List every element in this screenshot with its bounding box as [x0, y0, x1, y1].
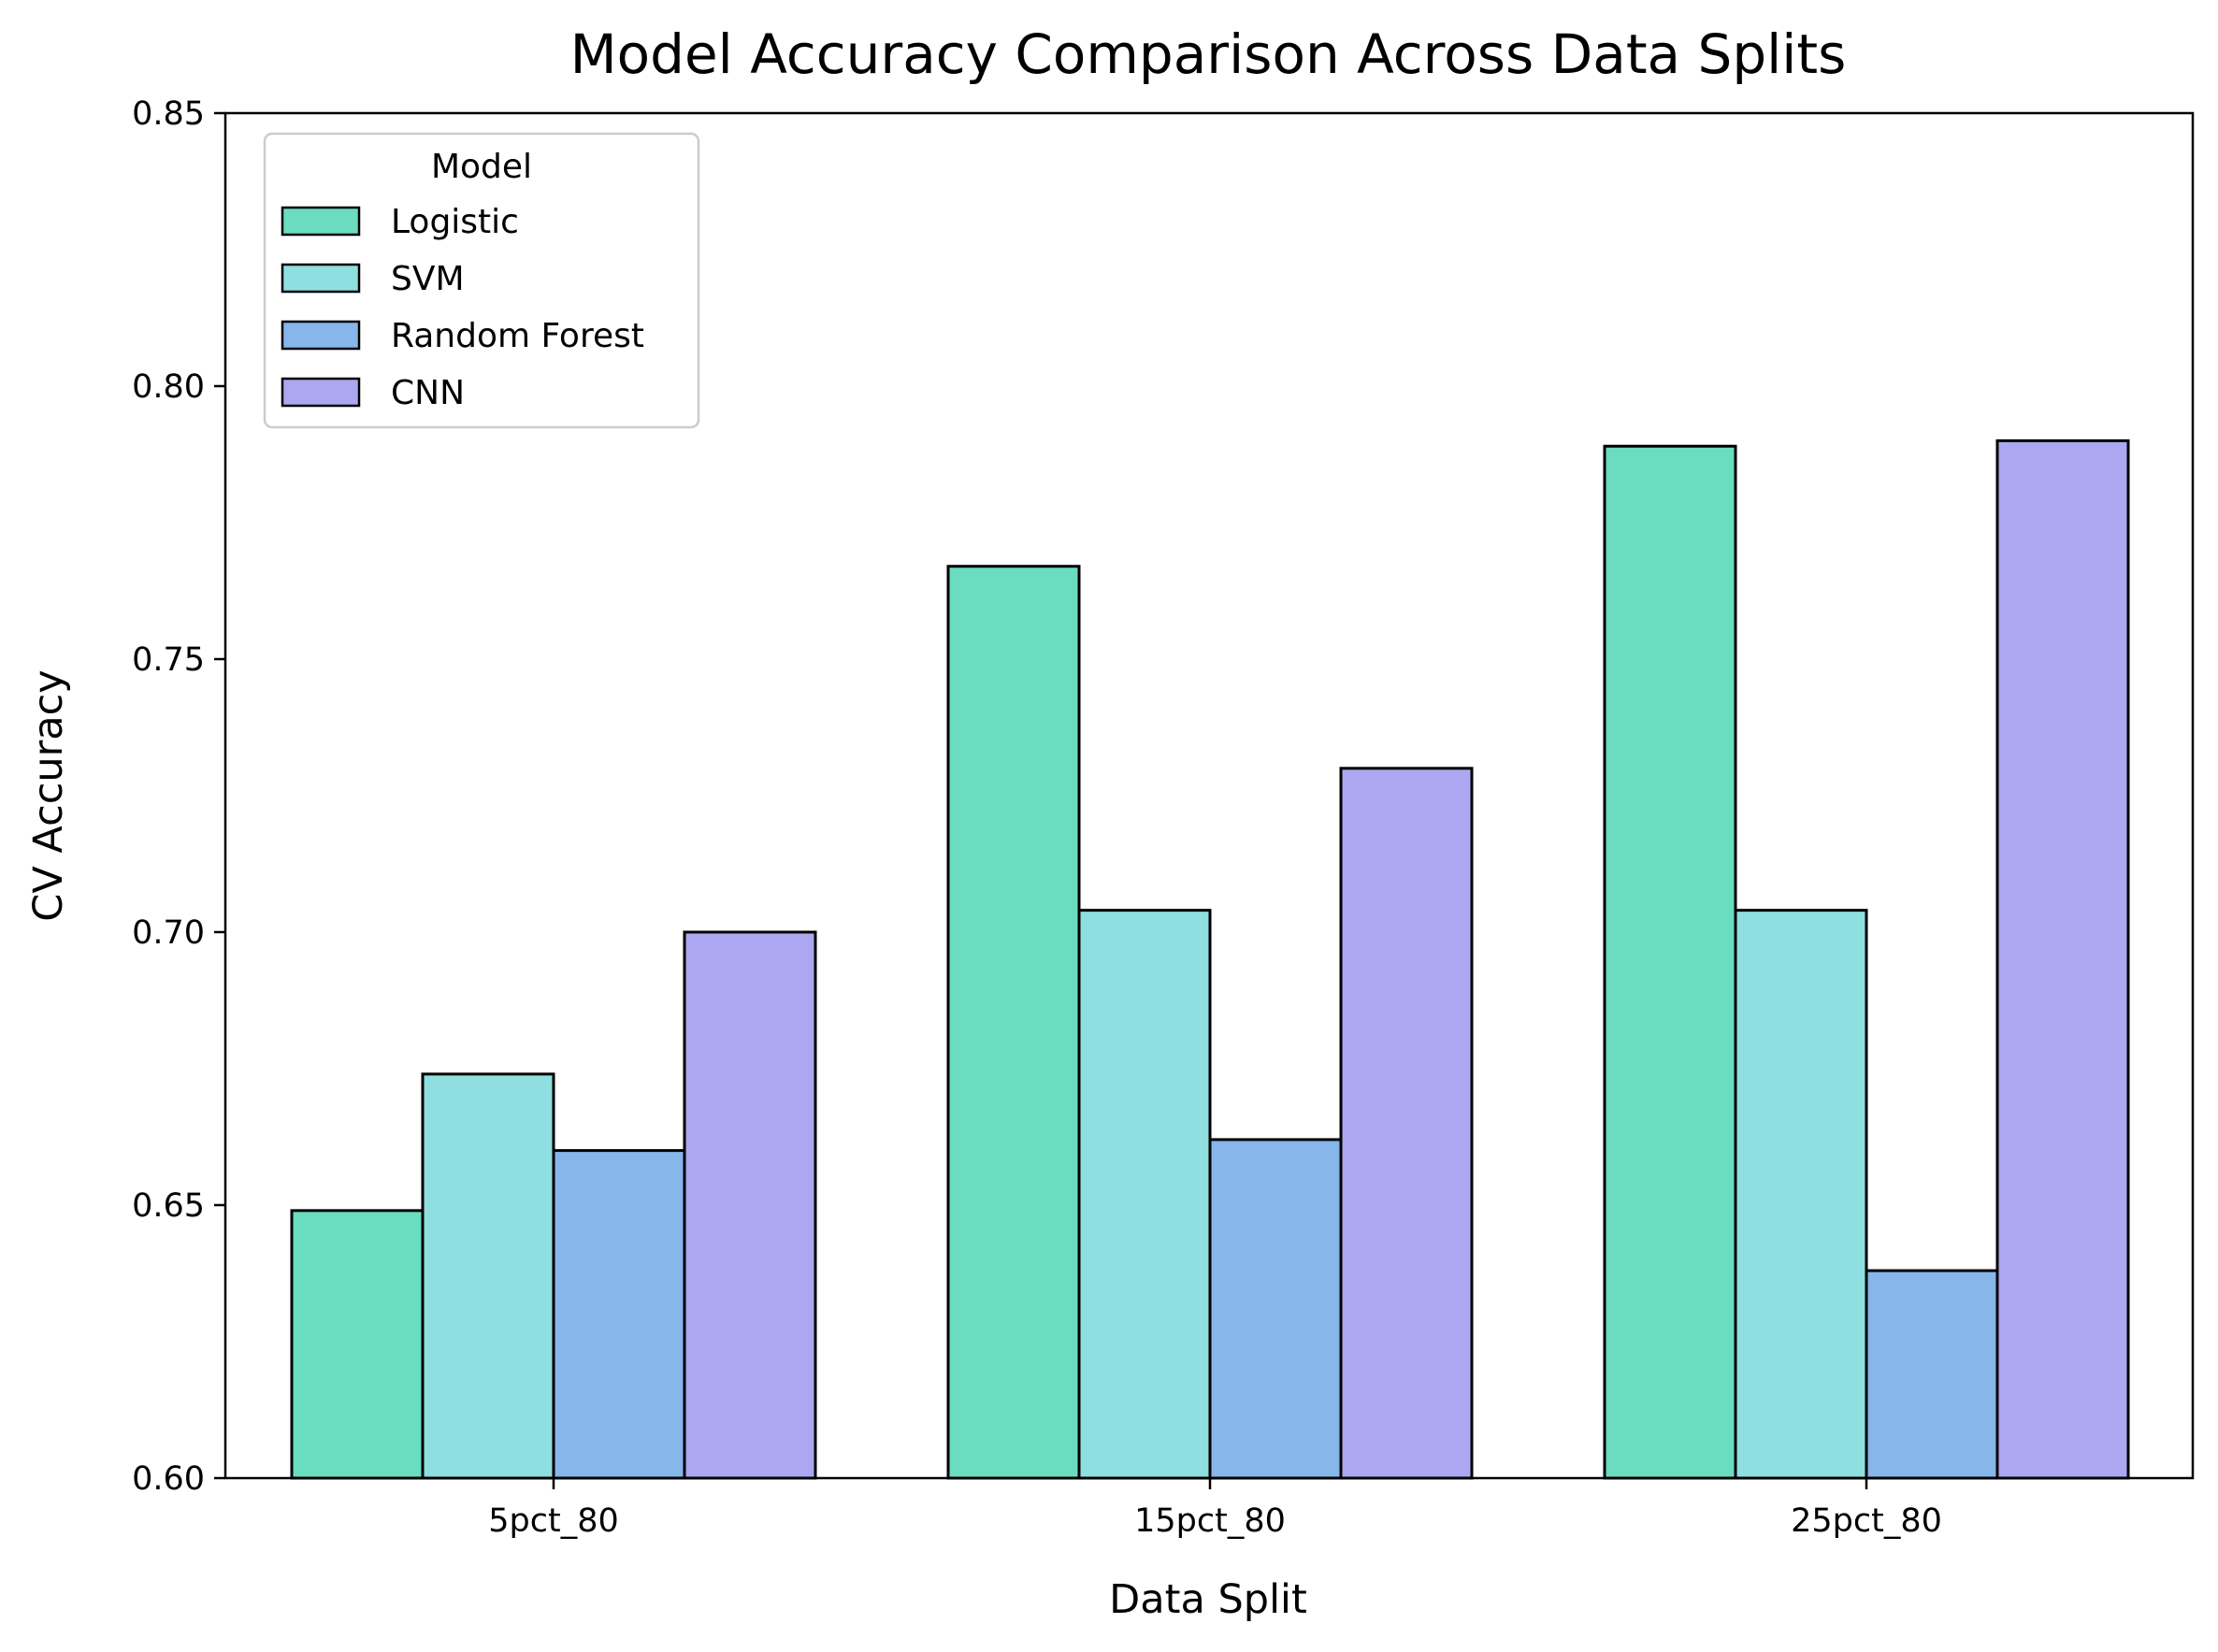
legend-label: CNN [391, 374, 465, 412]
y-axis: 0.60 0.65 0.70 0.75 0.80 0.85 [132, 95, 225, 1498]
bar-cnn-5pct_80 [683, 930, 817, 1480]
legend-swatch [281, 320, 361, 351]
legend-frame [263, 132, 700, 429]
y-tick-label: 0.70 [132, 914, 205, 952]
legend-title: Model [431, 148, 532, 186]
y-tick-label: 0.75 [132, 641, 205, 679]
bar-cnn-25pct_80 [1995, 438, 2130, 1480]
legend-swatch [281, 377, 361, 408]
bar-random-forest-15pct_80 [1208, 1138, 1343, 1480]
legend: Model Logistic SVM Random Forest CNN [263, 132, 700, 429]
legend-label: SVM [391, 260, 465, 298]
y-tick-label: 0.85 [132, 95, 205, 133]
chart-title: Model Accuracy Comparison Across Data Sp… [570, 22, 1847, 86]
x-tick-label: 5pct_80 [488, 1502, 619, 1540]
bar-svm-15pct_80 [1077, 909, 1212, 1480]
bar-svm-5pct_80 [421, 1072, 555, 1480]
x-axis: 5pct_80 15pct_80 25pct_80 [488, 1478, 1942, 1540]
x-tick-label: 15pct_80 [1134, 1502, 1286, 1540]
legend-label: Logistic [391, 203, 519, 241]
bar-logistic-5pct_80 [290, 1209, 425, 1480]
bar-svm-25pct_80 [1734, 909, 1868, 1480]
legend-label: Random Forest [391, 317, 644, 355]
bar-logistic-25pct_80 [1603, 444, 1737, 1480]
y-tick-label: 0.60 [132, 1460, 205, 1498]
x-tick-label: 25pct_80 [1791, 1502, 1942, 1540]
y-axis-label: CV Accuracy [25, 669, 72, 921]
bars-layer [290, 438, 2130, 1480]
bar-cnn-15pct_80 [1339, 767, 1474, 1480]
bar-logistic-15pct_80 [946, 565, 1081, 1480]
x-axis-label: Data Split [1109, 1576, 1307, 1623]
legend-items: Logistic SVM Random Forest CNN [281, 203, 644, 412]
legend-swatch [281, 263, 361, 294]
bar-random-forest-25pct_80 [1865, 1269, 1999, 1480]
y-tick-label: 0.65 [132, 1187, 205, 1225]
legend-swatch [281, 206, 361, 237]
y-tick-label: 0.80 [132, 368, 205, 406]
bar-random-forest-5pct_80 [552, 1149, 686, 1480]
